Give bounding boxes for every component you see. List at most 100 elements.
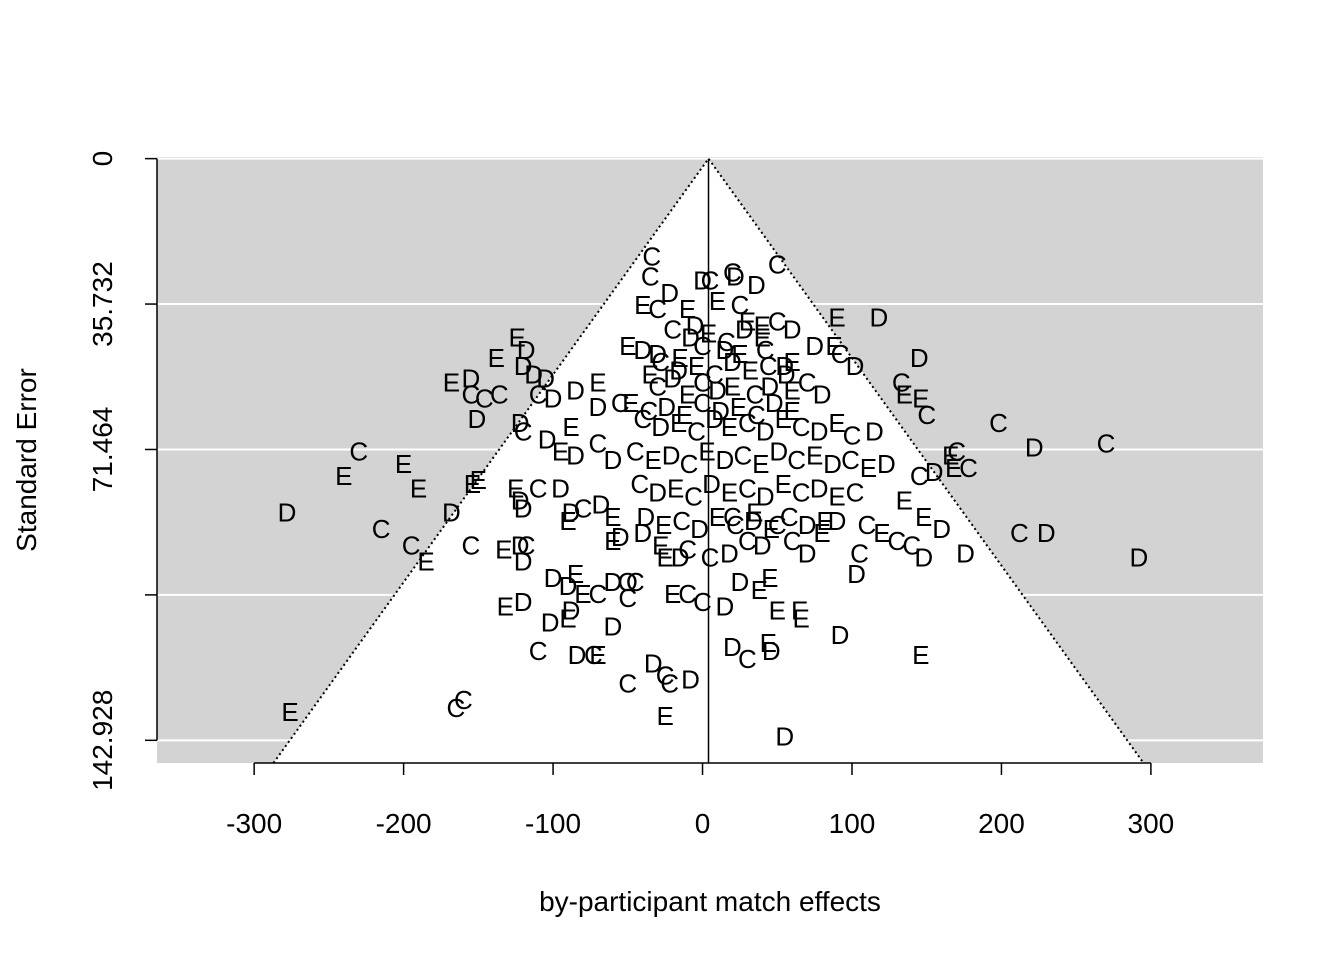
data-point: E — [816, 506, 833, 536]
data-point: D — [1025, 433, 1044, 463]
data-point: E — [784, 396, 801, 426]
data-point: D — [813, 380, 832, 410]
data-point: E — [679, 380, 696, 410]
data-point: E — [688, 351, 705, 381]
data-point: D — [517, 335, 536, 365]
data-point: C — [447, 693, 466, 723]
data-point: C — [723, 502, 742, 532]
data-point: D — [810, 473, 829, 503]
data-point: D — [603, 445, 622, 475]
data-point: C — [648, 294, 667, 324]
data-point: C — [841, 445, 860, 475]
data-point: C — [846, 477, 865, 507]
data-point: C — [747, 400, 766, 430]
data-point: E — [896, 380, 913, 410]
data-point: C — [529, 473, 548, 503]
data-point: D — [869, 302, 888, 332]
data-point: E — [912, 640, 929, 670]
data-point: E — [619, 331, 636, 361]
data-point: C — [717, 327, 736, 357]
data-point: D — [592, 490, 611, 520]
data-point: E — [676, 400, 693, 430]
data-point: C — [630, 469, 649, 499]
data-point: C — [787, 445, 806, 475]
y-tick-label: 35.732 — [87, 261, 118, 347]
data-point: D — [744, 506, 763, 536]
data-point: D — [708, 376, 727, 406]
data-point: D — [603, 567, 622, 597]
data-point: D — [648, 339, 667, 369]
data-point: C — [731, 290, 750, 320]
data-point: O — [618, 567, 638, 597]
data-point: C — [693, 587, 712, 617]
data-point: E — [488, 343, 505, 373]
data-point: D — [775, 351, 794, 381]
data-point: D — [726, 262, 745, 292]
data-point: E — [828, 481, 845, 511]
data-point: D — [663, 363, 682, 393]
data-point: D — [925, 457, 944, 487]
data-point: E — [559, 604, 576, 634]
data-point: C — [892, 367, 911, 397]
data-point: E — [731, 339, 748, 369]
data-point: D — [762, 636, 781, 666]
data-point: C — [917, 400, 936, 430]
data-point: E — [507, 473, 524, 503]
data-point: E — [667, 473, 684, 503]
data-point: C — [651, 347, 670, 377]
data-point: D — [603, 612, 622, 642]
data-point: C — [529, 380, 548, 410]
data-point: C — [768, 249, 787, 279]
data-point: E — [760, 628, 777, 658]
data-point: C — [461, 530, 480, 560]
data-point: D — [914, 542, 933, 572]
data-point: D — [769, 437, 788, 467]
data-point: E — [754, 323, 771, 353]
data-point: E — [709, 286, 726, 316]
data-point: D — [544, 384, 563, 414]
data-point: C — [1097, 429, 1116, 459]
data-point: D — [514, 547, 533, 577]
x-tick-label: -200 — [376, 808, 432, 839]
data-point: E — [417, 547, 434, 577]
data-point: E — [709, 502, 726, 532]
data-point: E — [562, 412, 579, 442]
data-point: E — [730, 392, 747, 422]
data-point: D — [633, 335, 652, 365]
data-point: E — [574, 579, 591, 609]
y-axis: 0 35.732 71.464 142.928 — [87, 151, 158, 791]
data-point: D — [716, 335, 735, 365]
data-point: C — [902, 530, 921, 560]
data-point: D — [559, 571, 578, 601]
data-point: C — [372, 514, 391, 544]
data-point: D — [524, 359, 543, 389]
data-point: E — [495, 534, 512, 564]
data-point: D — [723, 347, 742, 377]
data-point: C — [947, 437, 966, 467]
data-point: C — [454, 685, 473, 715]
data-point: E — [828, 408, 845, 438]
data-point: D — [756, 481, 775, 511]
data-point: D — [720, 538, 739, 568]
data-point: D — [690, 514, 709, 544]
data-point: D — [538, 424, 557, 454]
data-point: E — [335, 461, 352, 491]
data-point: D — [681, 323, 700, 353]
data-point: E — [724, 372, 741, 402]
data-point: C — [642, 241, 661, 271]
data-point: E — [497, 591, 514, 621]
data-point: D — [1130, 542, 1149, 572]
data-point: C — [618, 669, 637, 699]
data-point: C — [693, 331, 712, 361]
data-point: E — [775, 404, 792, 434]
data-point: C — [589, 429, 608, 459]
data-point: C — [693, 367, 712, 397]
data-point: C — [1010, 518, 1029, 548]
data-point: C — [687, 416, 706, 446]
data-point: D — [651, 412, 670, 442]
data-point: D — [783, 315, 802, 345]
data-point: C — [780, 502, 799, 532]
y-axis-title: Standard Error — [11, 368, 42, 552]
data-point: D — [756, 416, 775, 446]
grid-lines — [157, 157, 1263, 742]
